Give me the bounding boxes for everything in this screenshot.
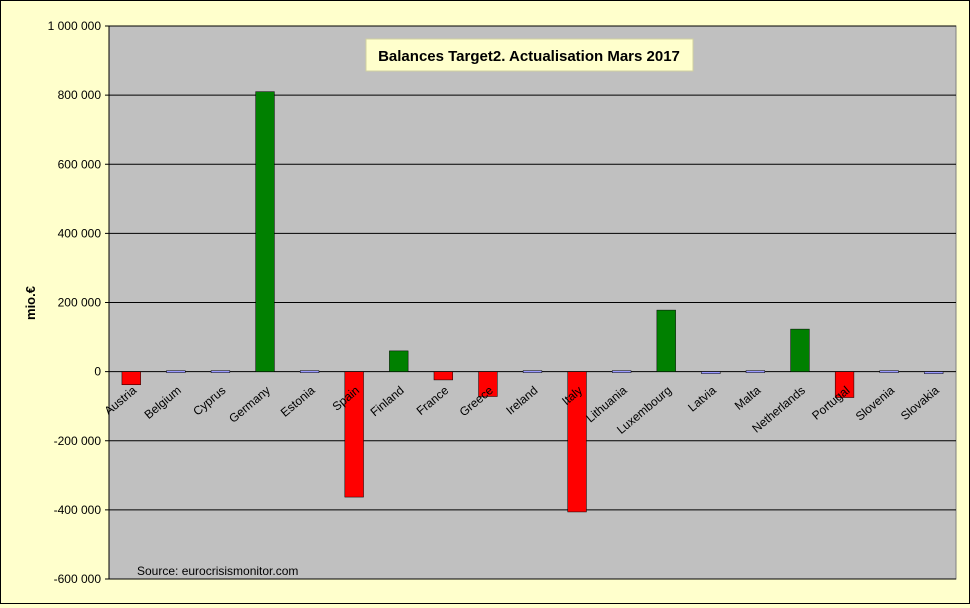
source-note: Source: eurocrisismonitor.com	[137, 564, 298, 578]
y-tick-label: 400 000	[58, 226, 102, 240]
chart-title-box: Balances Target2. Actualisation Mars 201…	[365, 38, 694, 72]
bar-spain	[344, 371, 364, 498]
bar-ireland	[522, 370, 543, 373]
bar-slovakia	[924, 371, 944, 374]
bar-finland	[389, 350, 409, 372]
bars	[121, 91, 944, 513]
y-tick-label: -400 000	[54, 503, 102, 517]
bar-netherlands	[790, 328, 810, 372]
y-tick-label: -600 000	[54, 572, 102, 586]
bar-slovenia	[879, 370, 899, 373]
gridlines	[109, 25, 956, 580]
bar-cyprus	[210, 370, 231, 373]
y-tick-label: 600 000	[58, 157, 102, 171]
bar-portugal	[834, 371, 855, 398]
y-tick-label: -200 000	[54, 434, 102, 448]
bar-italy	[567, 371, 587, 513]
y-axis: -600 000 -400 000 -200 000 0 200 000 400 000 6…	[48, 19, 110, 586]
bar-lithuania	[612, 370, 632, 373]
y-tick-label: 800 000	[58, 88, 102, 102]
y-tick-label: 1 000 000	[48, 19, 102, 33]
bar-estonia	[299, 370, 320, 373]
bar-austria	[121, 371, 141, 386]
bar-germany	[255, 91, 275, 372]
chart-title: Balances Target2. Actualisation Mars 201…	[378, 48, 680, 65]
bar-greece	[478, 371, 498, 397]
bar-luxembourg	[656, 309, 676, 372]
y-tick-label: 0	[94, 365, 101, 379]
y-axis-label: mio.€	[23, 286, 38, 320]
bar-belgium	[166, 370, 186, 373]
bar-france	[433, 371, 453, 381]
bar-latvia	[701, 371, 721, 374]
y-tick-label: 200 000	[58, 296, 102, 310]
bar-malta	[745, 370, 766, 373]
